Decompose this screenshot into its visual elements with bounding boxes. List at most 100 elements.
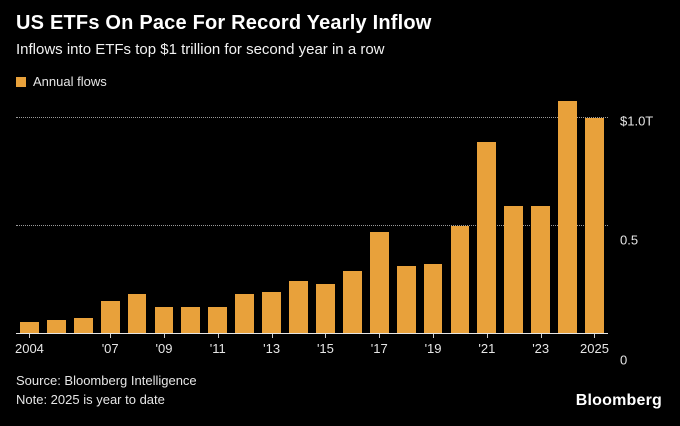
bar-2012: [235, 294, 255, 333]
bar-2014: [289, 281, 308, 333]
note-text: Note: 2025 is year to date: [16, 391, 165, 407]
bar-slot: [500, 99, 527, 333]
source-text: Source: Bloomberg Intelligence: [16, 373, 197, 388]
x-axis-row: 2004 '07 '09 '11 '13 '15 '17 '19 '21 '23 2025: [14, 334, 609, 360]
bar-2010: [181, 307, 201, 333]
bar-slot: [339, 99, 366, 333]
legend-label: Annual flows: [33, 74, 107, 89]
bar-2013: [262, 292, 282, 333]
gridlines: [16, 99, 608, 333]
x-slot: 2025: [580, 334, 609, 360]
x-tick: [486, 334, 488, 338]
x-tick: [594, 334, 596, 338]
bar-2025: [585, 118, 604, 333]
chart-subtitle: Inflows into ETFs top $1 trillion for se…: [16, 41, 385, 58]
bar-2020: [450, 225, 470, 333]
bloomberg-logo: Bloomberg: [575, 391, 662, 409]
bar-2023: [531, 206, 551, 333]
x-slot: '17: [366, 334, 393, 360]
x-tick: [271, 334, 273, 338]
x-slot: [393, 334, 420, 360]
x-axis-label: 2004: [14, 341, 44, 356]
x-slot: [124, 334, 151, 360]
x-slot: '19: [420, 334, 447, 360]
bar-slot: [285, 99, 312, 333]
x-axis-label: '23: [532, 341, 550, 356]
bar-slot: [312, 99, 339, 333]
chart-title: US ETFs On Pace For Record Yearly Inflow: [16, 12, 432, 34]
x-slot: '21: [473, 334, 500, 360]
bar-slot: [581, 99, 608, 333]
bar-slot: [231, 99, 258, 333]
x-slot: '15: [312, 334, 339, 360]
x-slot: [500, 334, 527, 360]
bar-2022: [504, 206, 524, 333]
x-slot: [447, 334, 474, 360]
x-axis-label: 2025: [580, 341, 609, 356]
x-tick: [325, 334, 327, 338]
bar-slot: [447, 99, 474, 333]
bar-slot: [70, 99, 97, 333]
bar-2011: [208, 307, 228, 333]
bar-2005: [46, 320, 66, 333]
bar-slot: [97, 99, 124, 333]
footer: Source: Bloomberg Intelligence Note: 202…: [16, 372, 664, 410]
x-slot: '13: [258, 334, 285, 360]
x-slot: '23: [527, 334, 554, 360]
x-tick: [379, 334, 381, 338]
chart-area: 2004 '07 '09 '11 '13 '15 '17 '19 '21 '23 2025 $1.0…: [14, 99, 664, 368]
legend-swatch-icon: [16, 76, 26, 87]
x-tick: [29, 334, 31, 338]
x-slot: [339, 334, 366, 360]
bar-2021: [477, 141, 497, 333]
legend: Annual flows: [16, 74, 664, 89]
bar-2018: [396, 266, 416, 333]
x-tick: [110, 334, 112, 338]
x-slot: '11: [204, 334, 231, 360]
gridline: [16, 224, 608, 226]
x-axis-label: '11: [209, 341, 226, 356]
gridline: [16, 117, 608, 119]
bar-2024: [558, 101, 577, 333]
x-slot: [70, 334, 97, 360]
bar-slot: [43, 99, 70, 333]
bar-2015: [316, 283, 335, 333]
x-slot: '09: [151, 334, 178, 360]
bar-slot: [124, 99, 151, 333]
x-slot: [43, 334, 70, 360]
bar-slot: [393, 99, 420, 333]
bar-slot: [527, 99, 554, 333]
bar-slot: [204, 99, 231, 333]
bar-2016: [342, 270, 362, 333]
x-axis-label: '21: [478, 341, 496, 356]
bar-slot: [151, 99, 178, 333]
bar-2006: [73, 317, 93, 333]
bar-2007: [100, 300, 120, 333]
x-slot: [554, 334, 581, 360]
bar-slot: [16, 99, 43, 333]
x-tick: [433, 334, 435, 338]
bar-slot: [554, 99, 581, 333]
x-axis-label: '13: [263, 341, 281, 356]
x-axis-label: '19: [424, 341, 442, 356]
source-block: Source: Bloomberg Intelligence Note: 202…: [16, 372, 197, 410]
y-axis-label: 0.5: [620, 232, 639, 248]
bar-slot: [420, 99, 447, 333]
plot-wrap: 2004 '07 '09 '11 '13 '15 '17 '19 '21 '23 2025: [14, 99, 609, 360]
bars-row: [16, 99, 608, 333]
bar-2019: [423, 264, 443, 333]
bar-2004: [20, 322, 39, 333]
x-axis-label: '15: [316, 341, 334, 356]
x-slot: [177, 334, 204, 360]
bar-2017: [369, 232, 389, 333]
x-slot: '07: [97, 334, 124, 360]
x-slot: 2004: [14, 334, 44, 360]
x-tick: [163, 334, 165, 338]
x-axis-label: '07: [101, 341, 119, 356]
y-axis-labels: $1.0T 0.5 0: [608, 99, 664, 367]
plot-area: [16, 99, 608, 334]
bar-2009: [154, 307, 174, 333]
x-tick: [217, 334, 219, 338]
x-slot: [285, 334, 312, 360]
bar-slot: [258, 99, 285, 333]
